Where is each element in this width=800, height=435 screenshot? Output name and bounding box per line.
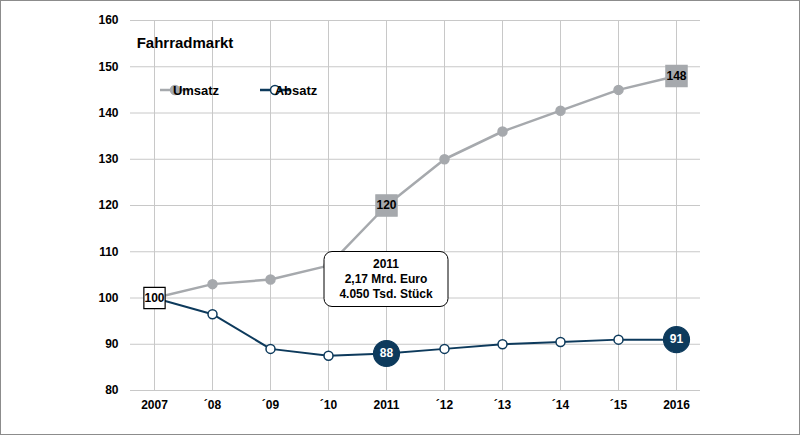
svg-text:2007: 2007 bbox=[141, 398, 168, 412]
svg-text:120: 120 bbox=[98, 198, 118, 212]
svg-text:´15: ´15 bbox=[610, 398, 628, 412]
svg-text:120: 120 bbox=[376, 198, 396, 212]
svg-text:Fahrradmarkt: Fahrradmarkt bbox=[137, 34, 234, 51]
svg-text:160: 160 bbox=[98, 13, 118, 27]
svg-text:Absatz: Absatz bbox=[275, 83, 318, 98]
svg-text:2011: 2011 bbox=[373, 257, 399, 271]
svg-text:91: 91 bbox=[670, 332, 684, 346]
svg-text:90: 90 bbox=[105, 337, 119, 351]
svg-text:80: 80 bbox=[105, 383, 119, 397]
svg-text:´12: ´12 bbox=[436, 398, 454, 412]
svg-text:100: 100 bbox=[144, 291, 164, 305]
svg-text:100: 100 bbox=[98, 291, 118, 305]
svg-text:110: 110 bbox=[99, 245, 119, 259]
svg-text:150: 150 bbox=[98, 60, 118, 74]
svg-text:4.050 Tsd. Stück: 4.050 Tsd. Stück bbox=[339, 287, 432, 301]
svg-text:2016: 2016 bbox=[663, 398, 690, 412]
svg-text:´10: ´10 bbox=[320, 398, 338, 412]
svg-text:Umsatz: Umsatz bbox=[173, 83, 220, 98]
svg-text:´14: ´14 bbox=[552, 398, 570, 412]
svg-text:148: 148 bbox=[666, 69, 686, 83]
svg-text:´13: ´13 bbox=[494, 398, 512, 412]
svg-text:130: 130 bbox=[98, 152, 118, 166]
svg-text:2,17 Mrd. Euro: 2,17 Mrd. Euro bbox=[345, 272, 428, 286]
svg-text:´08: ´08 bbox=[204, 398, 222, 412]
svg-text:140: 140 bbox=[98, 106, 118, 120]
svg-text:2011: 2011 bbox=[373, 398, 399, 412]
svg-text:´09: ´09 bbox=[262, 398, 280, 412]
svg-text:88: 88 bbox=[380, 346, 394, 360]
